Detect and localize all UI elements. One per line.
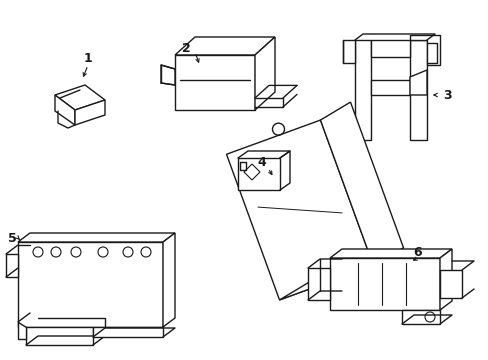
Polygon shape	[175, 37, 274, 55]
Text: 5: 5	[8, 231, 16, 244]
Polygon shape	[439, 270, 461, 298]
Polygon shape	[279, 248, 403, 300]
Polygon shape	[18, 242, 163, 327]
Polygon shape	[175, 55, 254, 110]
Text: 3: 3	[443, 89, 451, 102]
Polygon shape	[329, 249, 451, 258]
Polygon shape	[329, 258, 439, 310]
Polygon shape	[307, 268, 329, 300]
Polygon shape	[163, 233, 175, 327]
Text: 2: 2	[181, 41, 190, 54]
Polygon shape	[370, 40, 409, 57]
Polygon shape	[320, 102, 403, 266]
Polygon shape	[161, 65, 175, 85]
Polygon shape	[226, 120, 373, 300]
Text: 6: 6	[413, 246, 422, 258]
Polygon shape	[409, 70, 426, 95]
Polygon shape	[93, 327, 163, 337]
Polygon shape	[354, 40, 370, 140]
Polygon shape	[55, 85, 105, 110]
Polygon shape	[238, 158, 280, 190]
Polygon shape	[409, 40, 426, 140]
Polygon shape	[18, 233, 175, 242]
Polygon shape	[6, 254, 18, 277]
Polygon shape	[409, 35, 439, 65]
Polygon shape	[55, 95, 75, 125]
Polygon shape	[342, 40, 354, 63]
Polygon shape	[254, 37, 274, 110]
Polygon shape	[18, 322, 26, 339]
Polygon shape	[26, 327, 93, 345]
Polygon shape	[401, 310, 439, 324]
Text: 1: 1	[83, 51, 92, 64]
Polygon shape	[370, 80, 409, 95]
Text: 4: 4	[257, 156, 266, 168]
Polygon shape	[439, 249, 451, 310]
Polygon shape	[75, 100, 105, 125]
Polygon shape	[244, 164, 260, 180]
